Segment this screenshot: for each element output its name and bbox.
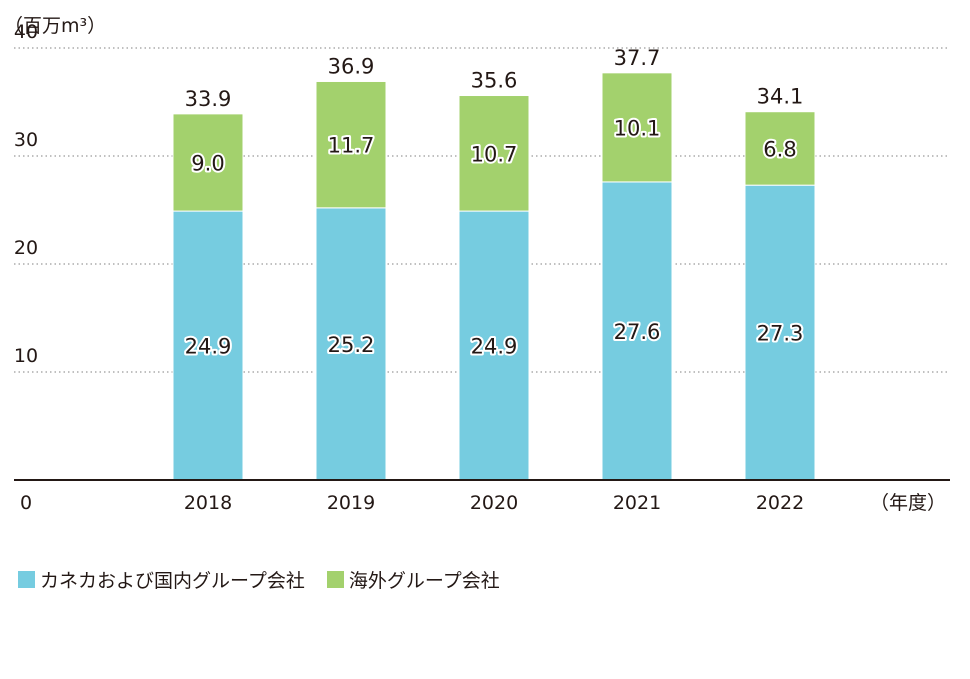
bar-segment [315, 80, 387, 209]
segment-label: 10.1 [614, 116, 661, 140]
segment-label: 24.9 [471, 335, 518, 359]
segment-label: 9.0 [191, 151, 224, 175]
legend-label-overseas: 海外グループ会社 [348, 570, 500, 592]
bar-segment [172, 210, 244, 481]
data-labels: 24.9 9.0 33.9 25.2 11.7 36.9 24.9 10.7 35.6 27.6 1… [183, 46, 806, 361]
legend: カネカおよび国内グループ会社 海外グループ会社 [18, 566, 522, 593]
segment-label: 10.7 [471, 142, 518, 166]
legend-swatch-overseas [326, 571, 344, 588]
legend-item-domestic: カネカおよび国内グループ会社 [18, 566, 305, 593]
bars [172, 72, 816, 481]
x-tick-labels: 2018 2019 2020 2021 2022 [184, 492, 804, 514]
total-label: 36.9 [328, 54, 375, 78]
segment-label: 11.7 [328, 134, 375, 158]
segment-label: 27.3 [757, 322, 804, 346]
x-tick-label: 2022 [756, 492, 804, 514]
total-label: 33.9 [185, 87, 232, 111]
y-tick-label: 10 [14, 345, 38, 367]
segment-label: 25.2 [328, 333, 375, 357]
x-tick-label: 2020 [470, 492, 518, 514]
bar-segment [172, 113, 244, 212]
segment-label: 27.6 [614, 320, 661, 344]
x-tick-label: 2018 [184, 492, 232, 514]
y-tick-label: 30 [14, 129, 38, 151]
bar-segment [744, 111, 816, 186]
legend-swatch-domestic [18, 571, 35, 588]
x-tick-label: 2021 [613, 492, 661, 514]
bar-segment [601, 181, 673, 481]
y-tick-label: 20 [14, 237, 38, 259]
total-label: 35.6 [471, 69, 518, 93]
segment-label: 6.8 [763, 137, 796, 161]
segment-label: 24.9 [185, 335, 232, 359]
y-tick-labels: 0 10 20 30 40 [14, 21, 38, 514]
legend-item-overseas: 海外グループ会社 [326, 566, 500, 593]
bar-segment [315, 207, 387, 481]
y-tick-label: 40 [14, 21, 38, 43]
y-tick-label: 0 [20, 492, 32, 514]
bar-segment [458, 210, 530, 481]
total-label: 37.7 [614, 46, 661, 70]
x-tick-label: 2019 [327, 492, 375, 514]
y-axis-unit-label: （百万m³） [4, 15, 106, 37]
bar-segment [744, 184, 816, 481]
bar-segment [601, 72, 673, 183]
x-axis-unit-label: （年度） [870, 492, 946, 514]
legend-label-domestic: カネカおよび国内グループ会社 [40, 570, 305, 592]
total-label: 34.1 [757, 85, 804, 109]
bar-segment [458, 95, 530, 212]
